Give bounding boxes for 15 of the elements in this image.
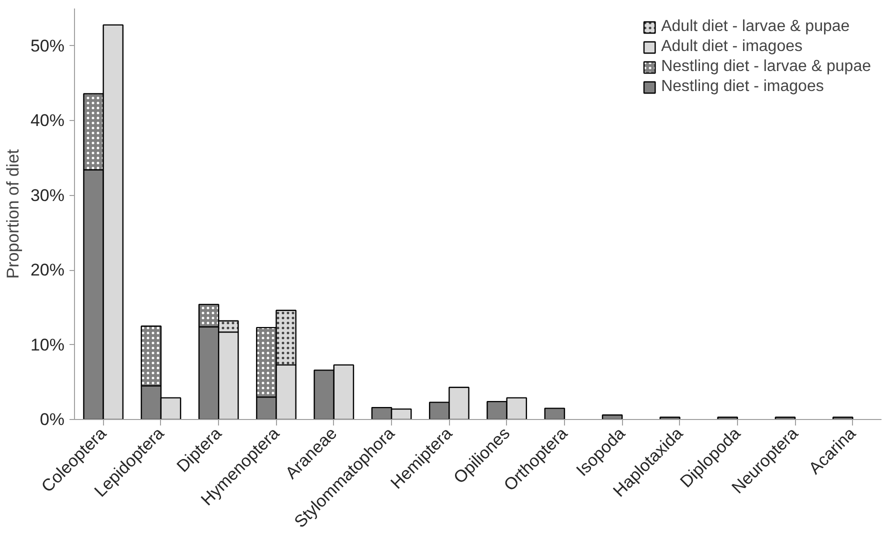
- bar: [660, 416, 680, 420]
- bar: [544, 408, 566, 420]
- y-tick-label: 0%: [40, 410, 65, 429]
- y-tick-label: 40%: [30, 111, 65, 130]
- y-tick-label: 10%: [30, 335, 65, 354]
- legend-label: Adult diet - imagoes: [661, 38, 802, 56]
- bar: [717, 416, 738, 420]
- y-tick-label: 50%: [30, 36, 65, 56]
- y-axis-title: Proportion of diet: [3, 148, 22, 279]
- legend-label: Nestling diet - larvae & pupae: [661, 58, 871, 76]
- y-tick-label: 30%: [30, 186, 65, 205]
- legend-label: Adult diet - larvae & pupae: [661, 18, 850, 36]
- y-tick-label: 20%: [30, 260, 65, 280]
- legend-label: Nestling diet - imagoes: [661, 78, 824, 96]
- bar: [832, 416, 854, 420]
